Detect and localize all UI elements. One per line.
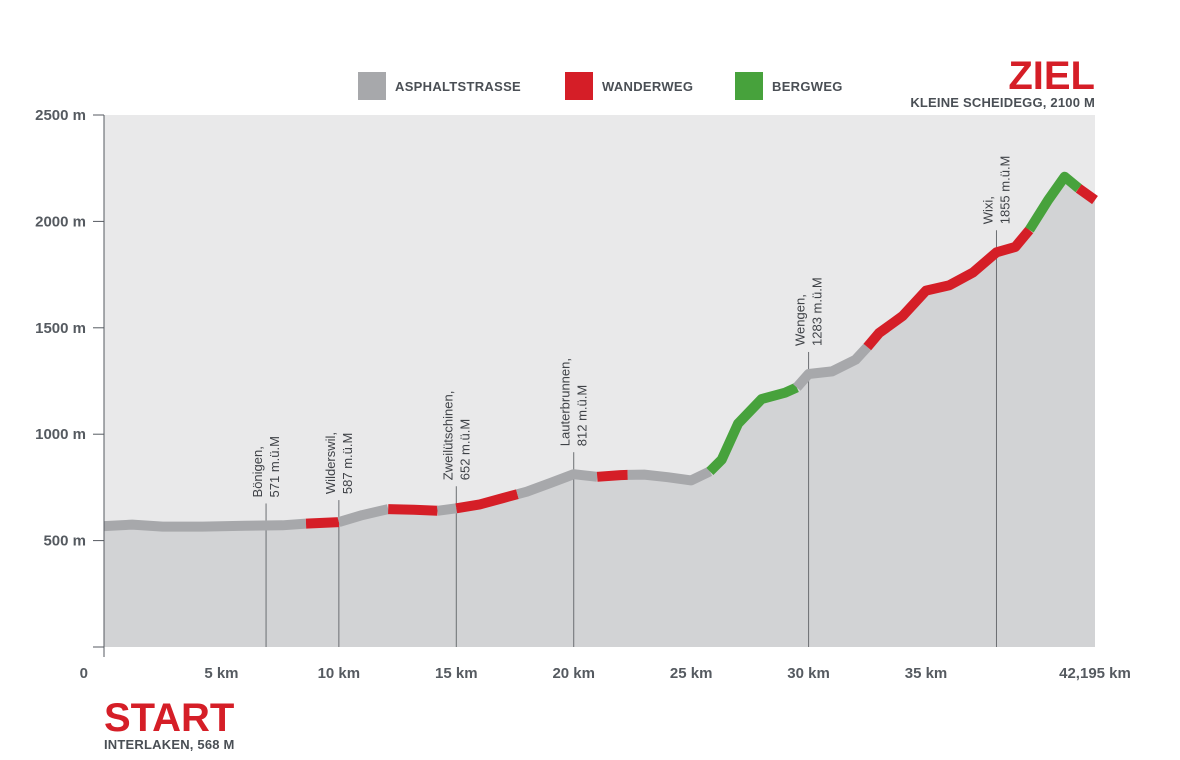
route-segment-mountain [706,382,799,475]
y-tick-label: 2000 m [35,213,86,230]
legend-swatch [565,72,593,100]
route-segment-hiking [455,489,519,514]
location-label: Lauterbrunnen, 812 m.ü.M [558,358,590,446]
y-tick-label: 2500 m [35,107,86,124]
start-subtitle: INTERLAKEN, 568 M [104,737,235,752]
location-elevation: 1283 m.ü.M [810,277,825,346]
location-elevation: 587 m.ü.M [340,433,355,494]
legend-label: WANDERWEG [602,79,693,94]
x-tick-label: 35 km [905,665,948,682]
x-tick-label: 42,195 km [1059,665,1131,682]
route-segment-hiking [1075,184,1098,205]
location-label: Wixi, 1855 m.ü.M [980,156,1012,225]
legend-swatch [735,72,763,100]
location-name: Lauterbrunnen, [558,358,573,446]
location-elevation: 812 m.ü.M [575,385,590,446]
x-tick-label: 15 km [435,665,478,682]
route-segment-asphalt [337,504,390,527]
y-tick-label: 500 m [43,533,86,550]
x-tick-label: 5 km [204,665,238,682]
location-name: Bönigen, [250,446,265,497]
route-segment-asphalt [103,518,307,532]
route-segment-asphalt [627,466,713,486]
location-labels: Bönigen, 571 m.ü.M Wilderswil, 587 m.ü.M Zwe… [250,156,1012,498]
location-name: Wilderswil, [323,432,338,494]
route-segment-mountain [1025,171,1082,233]
location-label: Wengen, 1283 m.ü.M [793,277,825,346]
finish-title: ZIEL [1008,54,1095,98]
x-tick-label: 0 [80,665,88,682]
elevation-area-layer [104,176,1095,647]
location-lines [265,230,997,647]
route-segment-hiking [863,226,1034,351]
y-tick-label: 1000 m [35,426,86,443]
start-title: START [104,696,234,740]
location-label: Bönigen, 571 m.ü.M [250,436,282,497]
legend-item-asphalt: ASPHALTSTRASSE [358,72,521,100]
location-label: Wilderswil, 587 m.ü.M [323,432,355,494]
route-segment-hiking [388,504,438,516]
location-name: Zweilütschinen, [440,391,455,481]
x-tick-label: 20 km [552,665,595,682]
route-segment-asphalt [793,343,871,391]
axes: 500 m 1000 m 1500 m 2000 m 2500 m 0 5 km 10 km 1… [35,107,1131,682]
x-tick-label: 10 km [318,665,361,682]
route-segments [103,171,1098,532]
x-tick-label: 25 km [670,665,713,682]
route-segment-hiking [596,469,628,482]
location-name: Wixi, [980,196,995,224]
location-elevation: 571 m.ü.M [267,436,282,497]
elevation-area [104,176,1095,647]
legend-label: BERGWEG [772,79,843,94]
legend-item-mountain: BERGWEG [735,72,843,100]
location-elevation: 1855 m.ü.M [997,156,1012,225]
legend: ASPHALTSTRASSE WANDERWEG BERGWEG [358,72,843,100]
route-segment-hiking [305,517,340,529]
location-label: Zweilütschinen, 652 m.ü.M [440,391,472,481]
legend-swatch [358,72,386,100]
x-tick-label: 30 km [787,665,830,682]
route-segment-asphalt [516,469,598,500]
legend-item-hiking: WANDERWEG [565,72,693,100]
legend-label: ASPHALTSTRASSE [395,79,521,94]
route-segment-asphalt [436,503,457,516]
y-tick-label: 1500 m [35,320,86,337]
location-name: Wengen, [793,294,808,346]
location-elevation: 652 m.ü.M [457,419,472,480]
finish-subtitle: KLEINE SCHEIDEGG, 2100 M [910,95,1095,110]
